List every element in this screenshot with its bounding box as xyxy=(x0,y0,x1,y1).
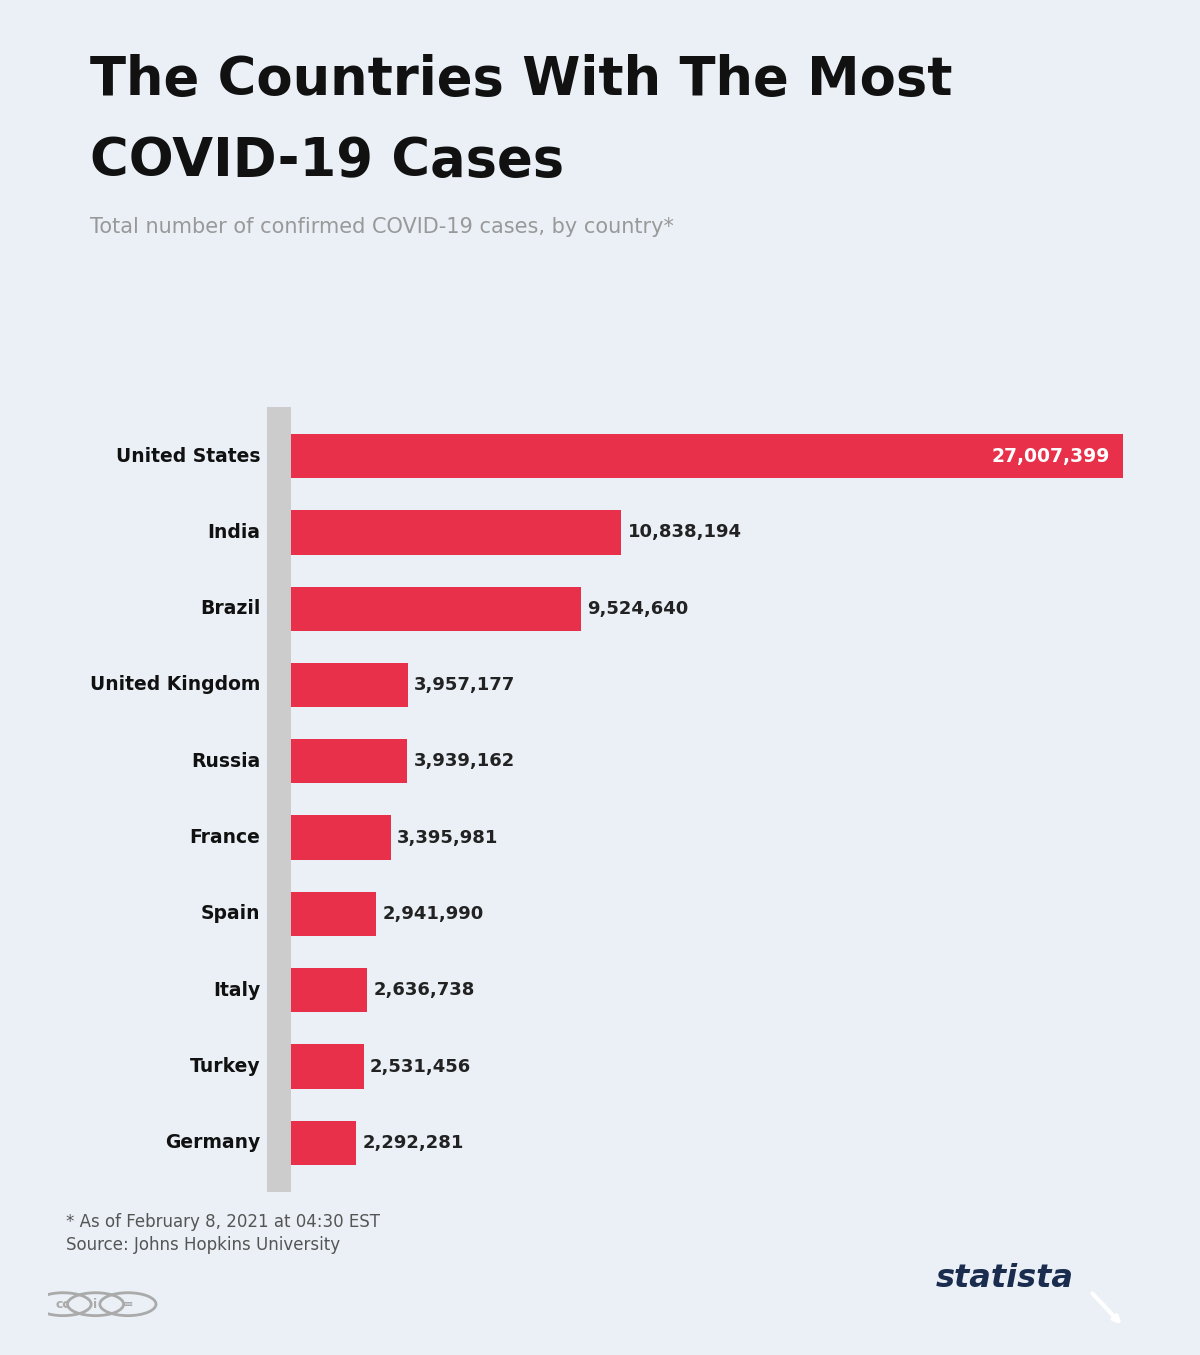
Circle shape xyxy=(269,0,290,1355)
Text: Source: Johns Hopkins University: Source: Johns Hopkins University xyxy=(66,1236,340,1253)
Circle shape xyxy=(269,0,290,1355)
Bar xyxy=(286,587,581,631)
Circle shape xyxy=(269,0,290,1355)
Bar xyxy=(286,967,367,1012)
Bar xyxy=(286,892,377,936)
Bar xyxy=(286,1121,356,1165)
Text: cc: cc xyxy=(55,1298,71,1310)
Text: 2,292,281: 2,292,281 xyxy=(362,1134,464,1152)
Text: India: India xyxy=(208,523,260,542)
Circle shape xyxy=(269,0,290,1355)
Text: * As of February 8, 2021 at 04:30 EST: * As of February 8, 2021 at 04:30 EST xyxy=(66,1213,380,1230)
Text: Brazil: Brazil xyxy=(200,599,260,618)
Circle shape xyxy=(269,0,290,1355)
Text: 10,838,194: 10,838,194 xyxy=(628,523,742,542)
Circle shape xyxy=(269,0,290,1355)
Text: i: i xyxy=(94,1298,97,1310)
Text: 2,636,738: 2,636,738 xyxy=(373,981,475,999)
Text: Spain: Spain xyxy=(200,904,260,923)
Bar xyxy=(286,511,622,554)
Text: 2,941,990: 2,941,990 xyxy=(383,905,484,923)
Bar xyxy=(286,740,408,783)
Text: 3,939,162: 3,939,162 xyxy=(414,752,515,770)
Circle shape xyxy=(269,0,290,1355)
Bar xyxy=(286,434,1123,478)
Circle shape xyxy=(269,0,290,1355)
Text: Russia: Russia xyxy=(191,752,260,771)
Bar xyxy=(286,1045,364,1088)
Text: 9,524,640: 9,524,640 xyxy=(587,600,688,618)
Text: Italy: Italy xyxy=(214,981,260,1000)
Text: statista: statista xyxy=(936,1263,1074,1294)
Text: COVID-19 Cases: COVID-19 Cases xyxy=(90,136,564,187)
Text: =: = xyxy=(122,1298,133,1310)
Text: 3,395,981: 3,395,981 xyxy=(397,829,498,847)
Bar xyxy=(286,816,390,859)
Text: Total number of confirmed COVID-19 cases, by country*: Total number of confirmed COVID-19 cases… xyxy=(90,217,674,237)
Circle shape xyxy=(269,0,290,1355)
Text: The Countries With The Most: The Countries With The Most xyxy=(90,54,953,106)
Text: France: France xyxy=(190,828,260,847)
Text: 27,007,399: 27,007,399 xyxy=(992,447,1110,466)
Text: Germany: Germany xyxy=(166,1133,260,1152)
Text: 2,531,456: 2,531,456 xyxy=(370,1057,472,1076)
Circle shape xyxy=(269,0,290,1355)
Text: 3,957,177: 3,957,177 xyxy=(414,676,516,694)
Text: Turkey: Turkey xyxy=(190,1057,260,1076)
Text: United States: United States xyxy=(116,447,260,466)
Bar xyxy=(286,663,408,707)
Text: United Kingdom: United Kingdom xyxy=(90,676,260,695)
